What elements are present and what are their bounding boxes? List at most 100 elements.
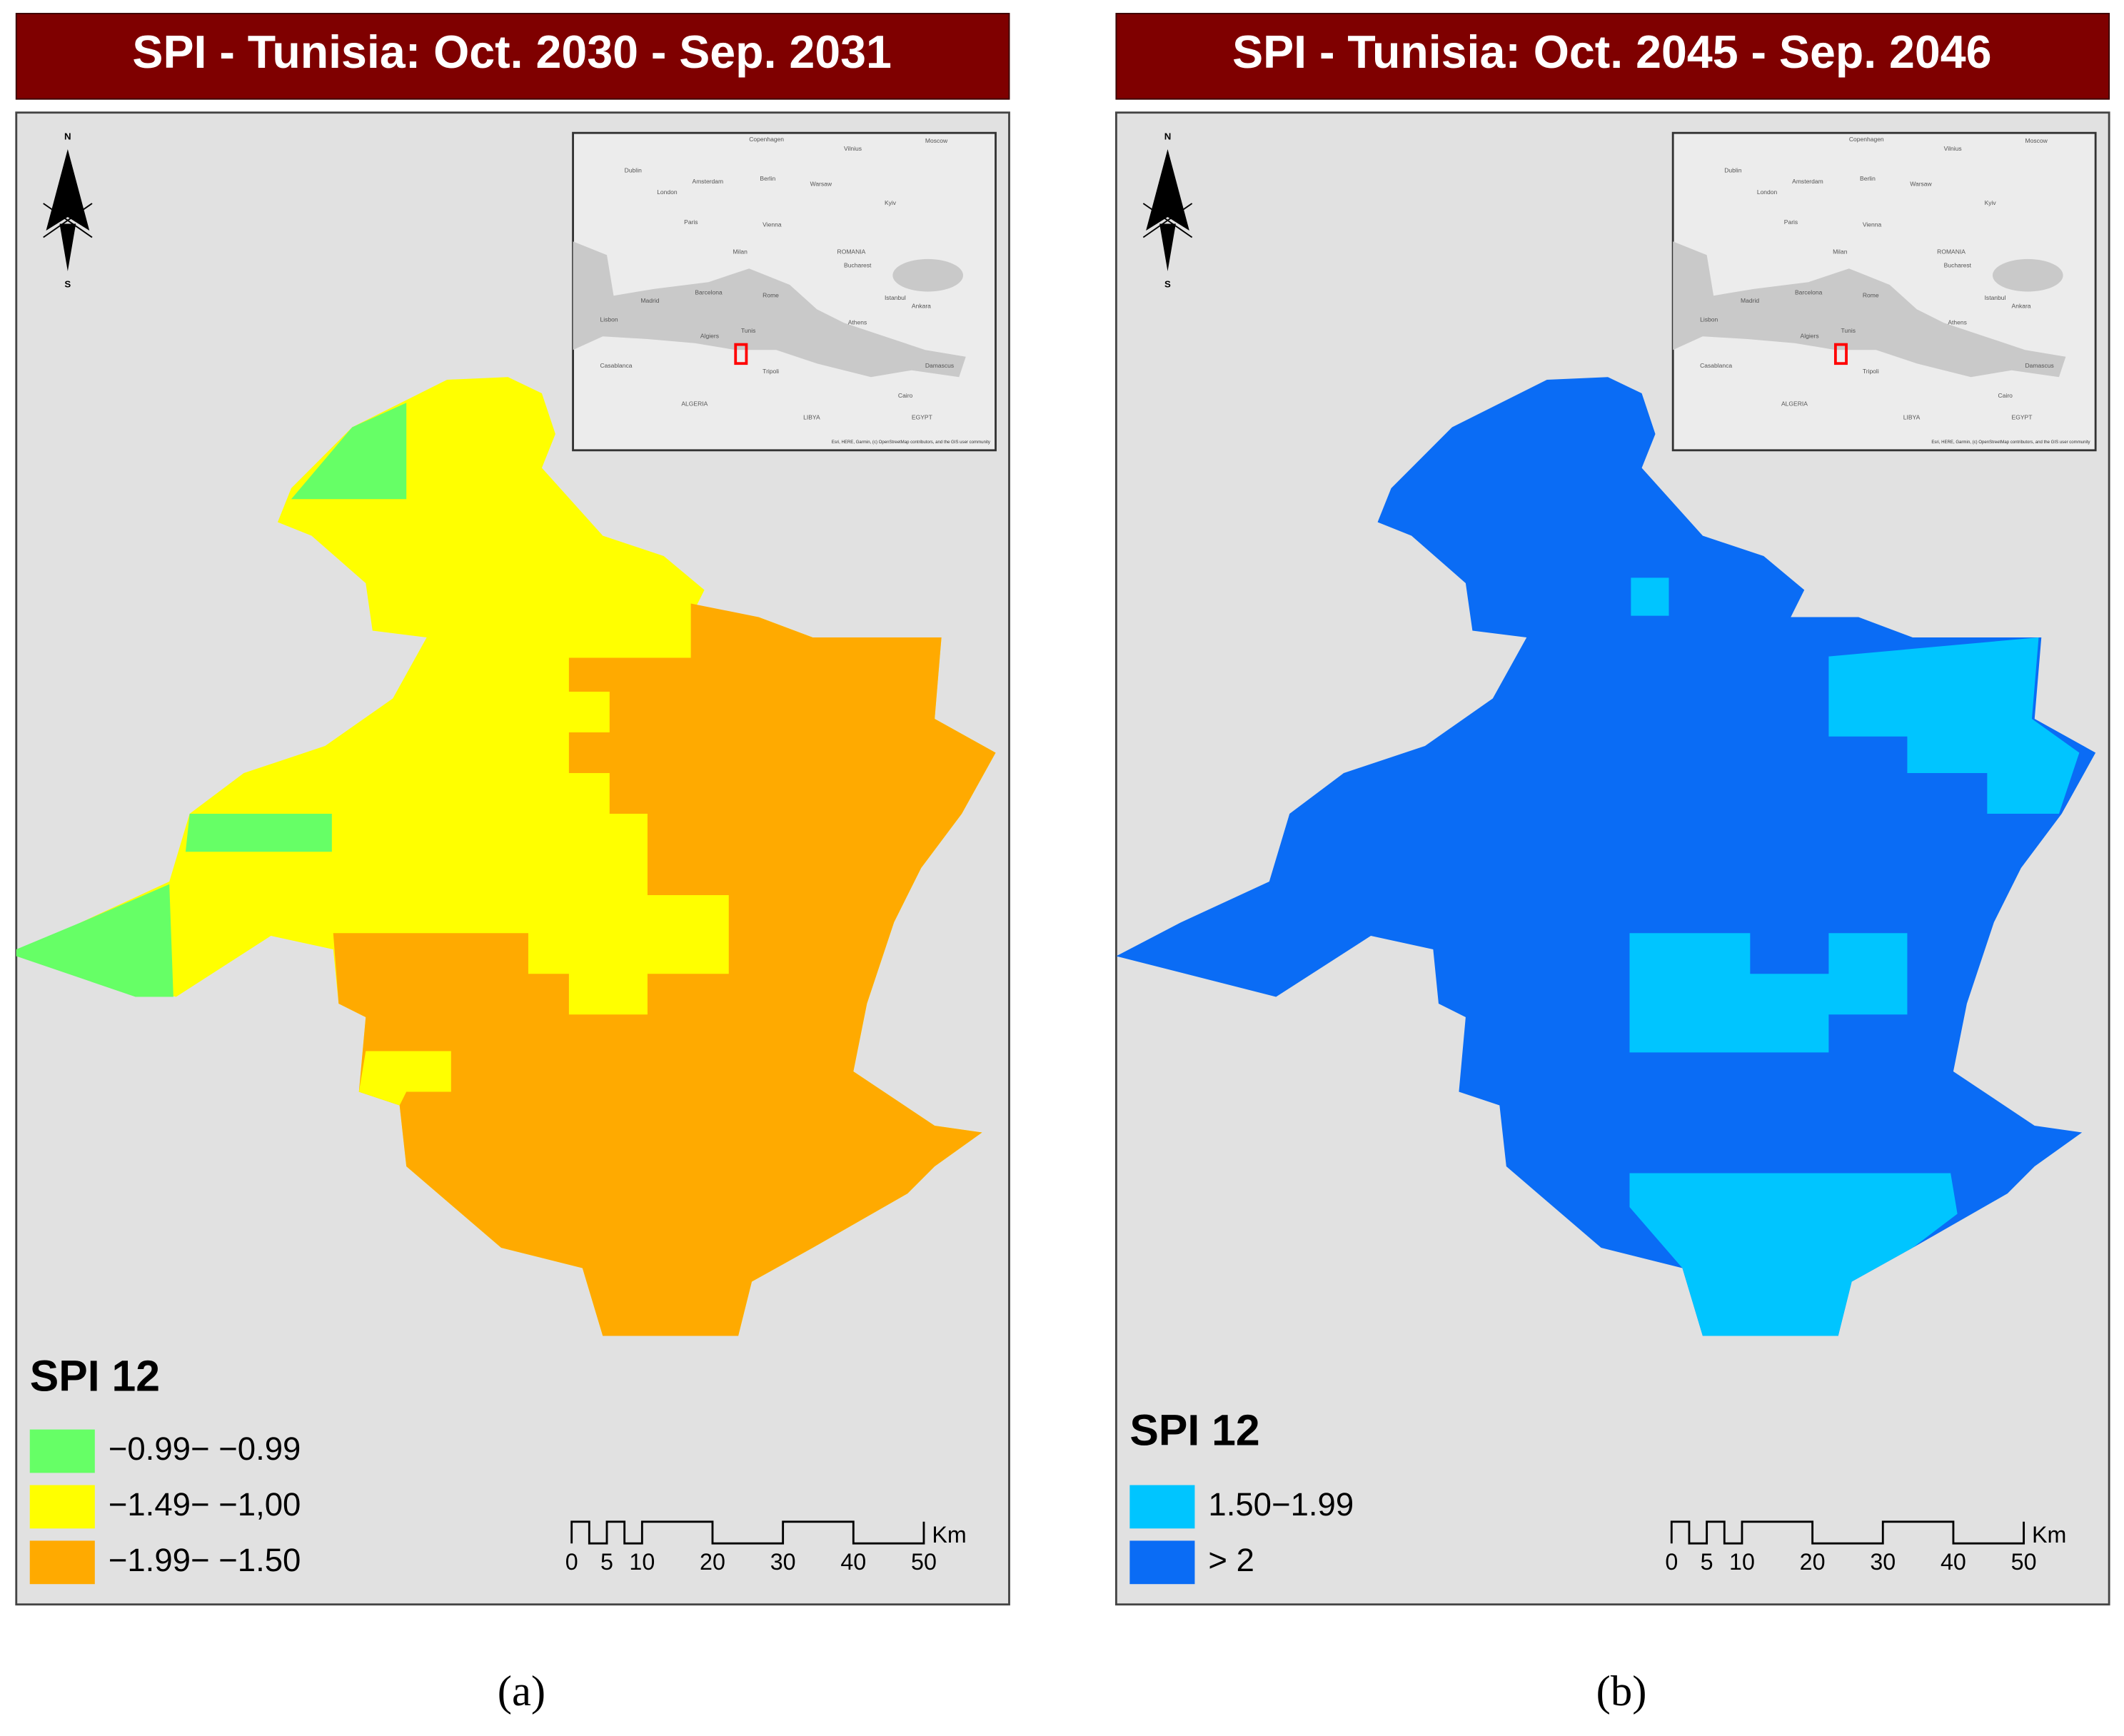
inset-city-label: Milan (733, 248, 748, 256)
legend-swatch (29, 1429, 95, 1473)
inset-locator (1833, 343, 1848, 365)
legend-label: −1.49− −1,00 (109, 1486, 301, 1523)
inset-city-label: Tunis (1841, 327, 1856, 334)
inset-city-label: Kyiv (885, 199, 897, 206)
inset-city-label: LIBYA (803, 413, 820, 420)
compass-arrow (1159, 223, 1176, 271)
region (16, 884, 173, 997)
inset-city-label: Damascus (925, 362, 954, 369)
panel-title: SPI - Tunisia: Oct. 2045 - Sep. 2046 (1232, 26, 1991, 78)
inset-city-label: Algiers (700, 332, 719, 339)
region (358, 1051, 451, 1106)
inset-sea (1992, 258, 2063, 292)
scale-label: 10 (1729, 1549, 1755, 1575)
inset-city-label: Milan (1833, 248, 1848, 256)
scale-bar (570, 1520, 925, 1545)
inset-city-label: Amsterdam (693, 178, 724, 185)
scale-label: 0 (1665, 1549, 1678, 1575)
legend-swatch (29, 1540, 95, 1585)
inset-city-label: Moscow (925, 137, 948, 144)
legend-title: SPI 12 (1129, 1406, 1259, 1454)
inset-city-label: Athens (848, 318, 867, 326)
inset-city-label: Kyiv (1985, 199, 1997, 206)
inset-attribution: Esri, HERE, Garmin, (c) OpenStreetMap co… (832, 440, 991, 445)
inset-city-label: Bucharest (844, 262, 872, 269)
inset-city-label: Lisbon (1700, 316, 1718, 323)
inset-city-label: Rome (1863, 291, 1879, 298)
inset-city-label: Dublin (625, 167, 642, 174)
region (333, 603, 996, 1336)
region (1631, 577, 1669, 616)
inset-city-label: Casablanca (1700, 362, 1732, 369)
map-panel: SPI - Tunisia: Oct. 2030 - Sep. 2031 N S Co… (15, 13, 1010, 1715)
inset-city-label: Warsaw (1910, 181, 1932, 188)
inset-sea (892, 258, 963, 292)
map-panel: SPI - Tunisia: Oct. 2045 - Sep. 2046 N S Co… (1114, 13, 2110, 1715)
title-box (15, 13, 1010, 100)
scale-label: 40 (840, 1549, 866, 1575)
inset-city-label: Madrid (640, 297, 659, 304)
region (185, 814, 332, 852)
scale-label: 30 (770, 1549, 796, 1575)
scale-label: 20 (700, 1549, 725, 1575)
inset-city-label: Ankara (912, 303, 931, 310)
scale-label: 50 (911, 1549, 937, 1575)
inset-city-label: Paris (684, 218, 698, 226)
compass-south: S (64, 279, 71, 290)
inset-city-label: Madrid (1741, 297, 1759, 304)
compass-line (43, 203, 93, 238)
compass-arrow (59, 223, 76, 271)
inset-city-label: ROMANIA (837, 248, 866, 256)
legend-swatch (29, 1485, 95, 1529)
scale-label: 5 (1701, 1549, 1713, 1575)
inset-city-label: Istanbul (885, 294, 906, 301)
inset-city-label: EGYPT (2012, 413, 2033, 420)
compass-north: N (64, 131, 71, 141)
inset-city-label: Vilnius (844, 145, 862, 152)
inset-sea (1673, 241, 2066, 378)
inset-city-label: Rome (762, 291, 779, 298)
scale-label: 10 (629, 1549, 655, 1575)
inset-city-label: Vienna (762, 221, 782, 228)
inset-city-label: London (657, 188, 678, 196)
region (1116, 377, 2096, 1336)
inset-city-label: Tunis (741, 327, 756, 334)
inset-city-label: Paris (1784, 218, 1798, 226)
inset-city-label: Copenhagen (1849, 136, 1884, 143)
scale-label: 30 (1870, 1549, 1896, 1575)
compass-arrow (46, 149, 90, 231)
inset-city-label: ROMANIA (1937, 248, 1966, 256)
inset-city-label: ALGERIA (681, 400, 708, 407)
inset-city-label: Barcelona (695, 289, 723, 296)
inset-city-label: Dublin (1724, 167, 1741, 174)
inset-city-label: ALGERIA (1781, 400, 1808, 407)
scale-label: 0 (565, 1549, 578, 1575)
inset-city-label: Bucharest (1944, 262, 1972, 269)
scale-label: 20 (1800, 1549, 1826, 1575)
inset-city-label: Algiers (1801, 332, 1819, 339)
inset-city-label: Cairo (1998, 392, 2013, 399)
scale-label: 50 (2011, 1549, 2037, 1575)
inset-city-label: Copenhagen (749, 136, 784, 143)
compass-arrow (1146, 149, 1189, 231)
compass-line (1142, 203, 1193, 238)
inset-city-label: London (1757, 188, 1778, 196)
legend-label: > 2 (1208, 1542, 1254, 1578)
inset-city-label: Berlin (1860, 175, 1876, 182)
inset-locator (734, 343, 748, 365)
inset-city-label: Barcelona (1795, 289, 1823, 296)
compass-south: S (1164, 279, 1171, 290)
scale-unit: Km (2032, 1522, 2066, 1548)
legend-swatch (1129, 1540, 1195, 1585)
legend-title: SPI 12 (30, 1351, 160, 1400)
inset-city-label: Cairo (898, 392, 913, 399)
panel-title: SPI - Tunisia: Oct. 2030 - Sep. 2031 (132, 26, 891, 78)
inset-city-label: Lisbon (600, 316, 618, 323)
legend-label: −1.99− −1.50 (109, 1542, 301, 1578)
scale-unit: Km (932, 1522, 966, 1548)
scale-label: 5 (600, 1549, 613, 1575)
inset-attribution: Esri, HERE, Garmin, (c) OpenStreetMap co… (1931, 440, 2090, 445)
inset-city-label: Ankara (2012, 303, 2031, 310)
